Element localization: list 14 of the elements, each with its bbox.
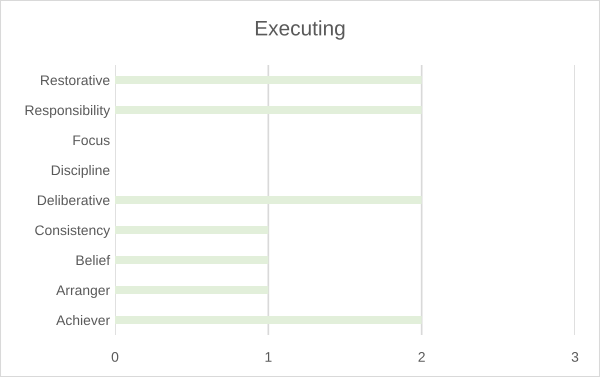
x-tick-label: 3 [572, 352, 578, 362]
y-tick-label: Deliberative [38, 194, 110, 206]
x-tick-label: 2 [418, 352, 425, 362]
y-tick-label: Focus [73, 135, 110, 146]
chart-title: Executing [256, 20, 344, 40]
x-tick-label: 1 [266, 352, 272, 362]
y-tick-label: Restorative [41, 74, 110, 86]
x-tick-label: 0 [112, 352, 118, 362]
y-tick-label: Discipline [52, 164, 110, 178]
y-tick-label: Consistency [35, 224, 110, 238]
y-tick-label: Responsibility [26, 104, 110, 118]
y-tick-label: Belief [76, 254, 110, 266]
y-tick-label: Achiever [56, 314, 110, 326]
y-tick-label: Arranger [56, 285, 110, 298]
